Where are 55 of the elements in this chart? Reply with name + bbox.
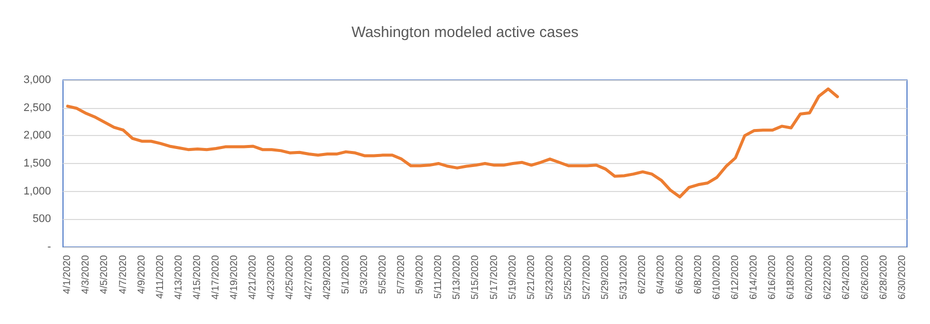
x-tick-label: 5/19/2020 bbox=[507, 254, 518, 300]
x-tick-label: 4/21/2020 bbox=[248, 254, 259, 300]
x-tick-label: 6/12/2020 bbox=[730, 254, 741, 300]
y-tick-label: 500 bbox=[32, 213, 51, 226]
x-tick-label: 5/13/2020 bbox=[452, 254, 463, 300]
x-tick-label: 4/11/2020 bbox=[154, 254, 166, 299]
x-tick-label: 5/5/2020 bbox=[377, 254, 388, 294]
y-tick-label: 2,000 bbox=[23, 130, 51, 142]
x-tick-label: 4/25/2020 bbox=[284, 254, 296, 300]
x-tick-label: 6/16/2020 bbox=[767, 254, 778, 300]
x-tick-label: 4/1/2020 bbox=[62, 254, 74, 294]
x-tick-label: 5/31/2020 bbox=[618, 254, 630, 300]
x-tick-label: 6/30/2020 bbox=[896, 254, 908, 300]
x-tick-label: 4/17/2020 bbox=[210, 254, 222, 300]
x-tick-label: 5/1/2020 bbox=[340, 254, 352, 294]
x-tick-label: 4/27/2020 bbox=[303, 254, 314, 300]
x-tick-label: 6/14/2020 bbox=[748, 254, 760, 300]
x-tick-label: 6/10/2020 bbox=[711, 254, 722, 300]
x-tick-label: 5/27/2020 bbox=[582, 254, 593, 300]
y-tick-label: - bbox=[47, 241, 52, 253]
x-tick-label: 6/24/2020 bbox=[841, 254, 852, 300]
x-tick-label: 6/26/2020 bbox=[860, 254, 871, 300]
x-tick-label: 5/29/2020 bbox=[600, 254, 612, 300]
x-tick-label: 4/13/2020 bbox=[173, 254, 184, 300]
y-tick-label: 1,000 bbox=[23, 185, 51, 198]
x-tick-label: 4/9/2020 bbox=[136, 254, 148, 294]
y-tick-label: 3,000 bbox=[23, 74, 51, 86]
line-series bbox=[66, 87, 839, 198]
x-tick-label: 4/7/2020 bbox=[118, 254, 129, 294]
x-tick-label: 6/18/2020 bbox=[786, 254, 797, 300]
x-tick-label: 5/15/2020 bbox=[470, 254, 482, 300]
x-tick-label: 5/3/2020 bbox=[358, 254, 370, 294]
x-tick-label: 5/7/2020 bbox=[396, 254, 408, 294]
x-tick-label: 6/20/2020 bbox=[804, 254, 816, 300]
x-tick-label: 6/4/2020 bbox=[656, 254, 667, 294]
x-tick-label: 4/5/2020 bbox=[99, 254, 110, 294]
x-tick-label: 5/21/2020 bbox=[526, 254, 537, 300]
x-tick-label: 6/6/2020 bbox=[674, 254, 686, 294]
x-tick-label: 5/17/2020 bbox=[488, 254, 500, 300]
x-tick-label: 6/22/2020 bbox=[822, 254, 834, 300]
x-tick-label: 4/19/2020 bbox=[229, 254, 240, 300]
x-tick-label: 6/2/2020 bbox=[637, 254, 648, 294]
y-tick-label: 2,500 bbox=[23, 102, 51, 114]
x-tick-label: 4/15/2020 bbox=[192, 254, 203, 300]
x-tick-label: 4/23/2020 bbox=[266, 254, 278, 300]
chart-title: Washington modeled active cases bbox=[351, 24, 579, 41]
x-tick-label: 6/8/2020 bbox=[692, 254, 704, 294]
x-tick-label: 5/25/2020 bbox=[562, 254, 574, 300]
x-tick-label: 5/9/2020 bbox=[414, 254, 426, 294]
x-tick-label: 6/28/2020 bbox=[878, 254, 890, 300]
x-tick-label: 4/29/2020 bbox=[322, 254, 333, 300]
x-tick-label: 5/11/2020 bbox=[433, 254, 444, 299]
x-tick-label: 5/23/2020 bbox=[544, 254, 556, 300]
x-tick-label: 4/3/2020 bbox=[80, 254, 92, 294]
y-tick-label: 1,500 bbox=[23, 158, 51, 170]
